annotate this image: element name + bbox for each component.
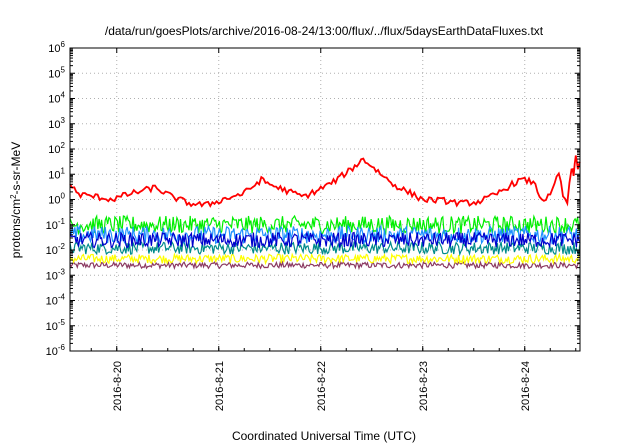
y-tick-base: 10 <box>46 270 58 282</box>
y-axis-label-rest: -s-sr-MeV <box>9 142 23 195</box>
y-tick-label: 105 <box>48 65 65 80</box>
y-tick-label: 10-5 <box>46 318 66 333</box>
y-tick-label: 10-3 <box>46 267 66 282</box>
series-layer <box>69 155 581 271</box>
x-tick-label: 2016-8-24 <box>520 361 532 411</box>
y-tick-label: 104 <box>48 91 65 106</box>
y-tick-label: 10-2 <box>46 242 66 257</box>
y-tick-base: 10 <box>46 321 58 333</box>
x-tick-label: 2016-8-22 <box>316 361 328 411</box>
y-tick-exp: -2 <box>58 242 66 251</box>
y-tick-base: 10 <box>48 119 60 131</box>
x-tick-label: 2016-8-21 <box>214 361 226 411</box>
y-tick-label: 103 <box>48 116 65 131</box>
y-tick-label: 10-6 <box>46 343 66 358</box>
x-tick-label: 2016-8-23 <box>418 361 430 411</box>
y-tick-base: 10 <box>46 220 58 232</box>
x-tick-label: 2016-8-20 <box>112 361 124 411</box>
y-tick-exp: 0 <box>61 192 66 201</box>
y-tick-exp: 5 <box>61 65 66 74</box>
series-line <box>69 252 581 266</box>
series-line <box>69 223 581 246</box>
series-line <box>69 213 581 236</box>
y-tick-exp: -3 <box>58 267 66 276</box>
y-tick-label: 100 <box>48 192 65 207</box>
y-tick-exp: 1 <box>61 166 66 175</box>
chart-title: /data/run/goesPlots/archive/2016-08-24/1… <box>105 24 544 38</box>
y-tick-base: 10 <box>48 195 60 207</box>
y-tick-base: 10 <box>48 68 60 80</box>
y-tick-base: 10 <box>48 43 60 55</box>
y-tick-base: 10 <box>46 346 58 358</box>
y-tick-base: 10 <box>48 169 60 181</box>
y-axis-label-sup: 2 <box>9 194 18 199</box>
y-tick-label: 102 <box>48 141 65 156</box>
y-tick-label: 10-4 <box>46 293 66 308</box>
y-tick-exp: 2 <box>61 141 66 150</box>
y-tick-base: 10 <box>48 144 60 156</box>
y-tick-exp: 4 <box>61 91 66 100</box>
y-tick-exp: -1 <box>58 217 66 226</box>
series-line <box>69 239 581 257</box>
series-line <box>69 155 581 208</box>
y-tick-exp: -4 <box>58 293 66 302</box>
series-line <box>69 230 581 249</box>
y-axis-label: protons/cm2-s-sr-MeV <box>9 142 23 258</box>
y-tick-base: 10 <box>48 94 60 106</box>
y-tick-label: 101 <box>48 166 65 181</box>
y-tick-exp: 3 <box>61 116 66 125</box>
y-tick-exp: -5 <box>58 318 66 327</box>
y-tick-label: 10-1 <box>46 217 66 232</box>
x-axis-label: Coordinated Universal Time (UTC) <box>232 429 416 443</box>
y-tick-label: 106 <box>48 40 65 55</box>
x-axis: 2016-8-20 2016-8-21 2016-8-22 2016-8-23 2016… <box>90 48 577 411</box>
y-tick-base: 10 <box>46 296 58 308</box>
y-tick-exp: 6 <box>61 40 66 49</box>
y-axis: 10-610-510-410-310-210-11001011021031041… <box>46 40 580 358</box>
y-tick-exp: -6 <box>58 343 66 352</box>
y-axis-label-main: protons/cm <box>9 199 23 258</box>
y-tick-base: 10 <box>46 245 58 257</box>
